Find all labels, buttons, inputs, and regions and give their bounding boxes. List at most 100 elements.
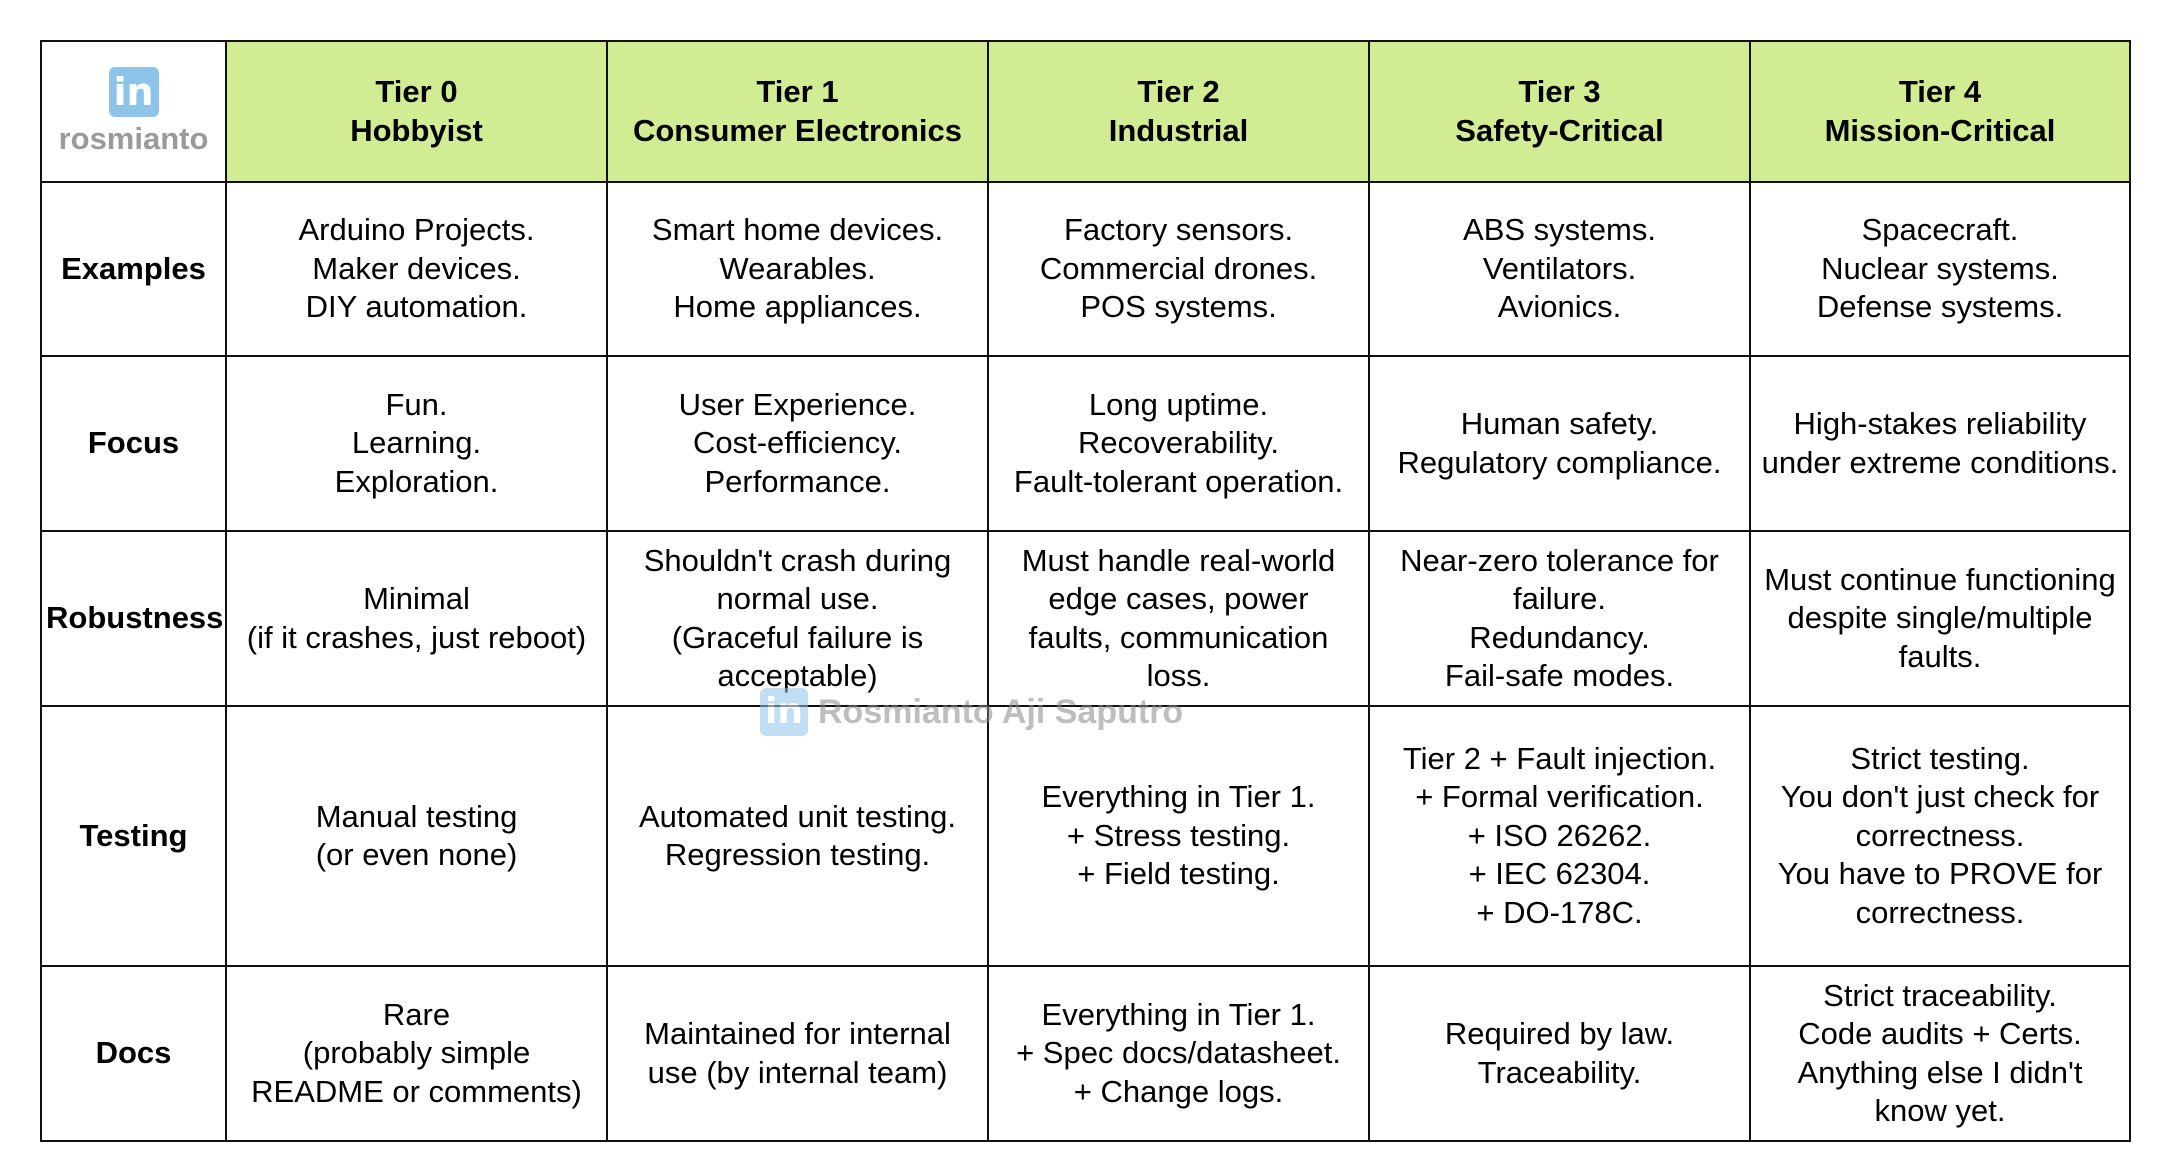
cell-line: Required by law. [1444,1016,1675,1051]
cell-line: Must continue functioning [1764,561,2116,597]
cell-line: under extreme conditions. [1761,444,2119,480]
cell-line: (if it crashes, just reboot) [246,619,587,655]
cell-line: + DO-178C. [1476,894,1643,930]
cell-line: failure. [1512,581,1607,616]
cell-line: Ventilators. [1482,250,1637,286]
cell-line: normal use. [716,581,879,616]
tier-name: Safety-Critical [1455,112,1664,148]
cell-line: Long uptime. [1088,386,1269,422]
cell-examples-tier-2: Factory sensors. Commercial drones. POS sy… [987,181,1370,357]
cell-line: Learning. [351,425,482,461]
tier-comparison-table: in rosmianto Tier 0 Hobbyist Tier 1 Consum… [40,40,2131,1142]
cell-line: (or even none) [315,837,518,872]
cell-line: Arduino Projects. [298,212,535,248]
tier-number: Tier 1 [756,74,839,109]
cell-robustness-tier-1: Shouldn't crash during normal use. (Gracef… [606,530,989,707]
cell-line: Nuclear systems. [1821,250,2059,286]
row-label: Testing [40,705,227,967]
cell-line: DIY automation. [305,289,528,325]
cell-docs-tier-0: Rare (probably simple README or comments) [225,965,608,1142]
cell-line: despite single/multiple [1787,600,2093,636]
table-row-focus: Focus Fun. Learning. Exploration. User Exper… [40,355,2131,532]
cell-line: README or comments) [251,1073,582,1109]
cell-focus-tier-2: Long uptime. Recoverability. Fault-toleran… [987,355,1370,532]
cell-line: Strict traceability. [1823,977,2057,1013]
cell-docs-tier-1: Maintained for internal use (by internal … [606,965,989,1142]
tier-number: Tier 4 [1898,74,1982,109]
cell-line: + Stress testing. [1066,817,1291,853]
cell-examples-tier-4: Spacecraft. Nuclear systems. Defense syste… [1749,181,2131,357]
cell-focus-tier-1: User Experience. Cost-efficiency. Performa… [606,355,989,532]
tier-name: Mission-Critical [1824,112,2056,148]
cell-line: Code audits + Certs. [1798,1016,2082,1051]
row-label: Robustness [40,530,227,707]
cell-testing-tier-3: Tier 2 + Fault injection. + Formal verifi… [1368,705,1751,967]
table-body: in rosmianto Tier 0 Hobbyist Tier 1 Consum… [40,40,2131,1142]
cell-examples-tier-1: Smart home devices. Wearables. Home applia… [606,181,989,357]
cell-focus-tier-0: Fun. Learning. Exploration. [225,355,608,532]
cell-line: use (by internal team) [647,1054,948,1090]
cell-line: Traceability. [1477,1054,1642,1090]
cell-line: + ISO 26262. [1467,817,1652,853]
cell-line: (Graceful failure is [671,619,924,655]
cell-line: loss. [1146,658,1211,693]
cell-focus-tier-3: Human safety. Regulatory compliance. [1368,355,1751,532]
cell-line: Spacecraft. [1861,212,2019,248]
cell-line: Commercial drones. [1039,250,1318,286]
cell-line: Regression testing. [664,837,931,872]
cell-line: Everything in Tier 1. [1041,779,1316,815]
cell-docs-tier-3: Required by law. Traceability. [1368,965,1751,1142]
cell-testing-tier-4: Strict testing. You don't just check for c… [1749,705,2131,967]
header-row: in rosmianto Tier 0 Hobbyist Tier 1 Consum… [40,40,2131,183]
cell-line: Everything in Tier 1. [1041,996,1316,1032]
cell-testing-tier-0: Manual testing (or even none) [225,705,608,967]
cell-line: correctness. [1855,894,2025,930]
tier-header-0: Tier 0 Hobbyist [225,40,608,183]
cell-examples-tier-0: Arduino Projects. Maker devices. DIY autom… [225,181,608,357]
row-label: Focus [40,355,227,532]
table-row-testing: Testing Manual testing (or even none) Autom… [40,705,2131,967]
cell-robustness-tier-2: Must handle real-world edge cases, power f… [987,530,1370,707]
cell-line: + Spec docs/datasheet. [1016,1035,1341,1071]
linkedin-icon: in [108,66,159,117]
cell-line: User Experience. [678,386,917,422]
cell-line: Recoverability. [1077,425,1279,461]
table-row-robustness: Robustness Minimal (if it crashes, just re… [40,530,2131,707]
table-row-docs: Docs Rare (probably simple README or commen… [40,965,2131,1142]
tier-number: Tier 3 [1518,74,1601,109]
logo-cell: in rosmianto [40,40,227,183]
tier-header-3: Tier 3 Safety-Critical [1368,40,1751,183]
cell-line: Fail-safe modes. [1444,658,1675,693]
tier-number: Tier 0 [375,74,458,109]
cell-line: + Formal verification. [1415,779,1704,815]
cell-line: Fault-tolerant operation. [1013,463,1344,499]
tier-header-4: Tier 4 Mission-Critical [1749,40,2131,183]
tier-name: Hobbyist [350,112,483,148]
cell-line: Shouldn't crash during [643,542,952,578]
cell-line: Tier 2 + Fault injection. [1402,740,1717,776]
cell-line: Exploration. [334,463,499,499]
cell-line: Redundancy. [1469,619,1650,655]
cell-line: Performance. [704,463,891,499]
cell-testing-tier-1: Automated unit testing. Regression testin… [606,705,989,967]
cell-line: Rare [382,996,451,1032]
cell-line: Minimal [363,581,470,616]
cell-robustness-tier-4: Must continue functioning despite single/… [1749,530,2131,707]
cell-testing-tier-2: Everything in Tier 1. + Stress testing. + … [987,705,1370,967]
cell-line: You don't just check for [1780,779,2100,815]
cell-line: Smart home devices. [651,212,944,248]
cell-line: + Change logs. [1073,1073,1284,1109]
cell-line: Fun. [385,386,448,422]
brand-logo: in rosmianto [42,66,225,157]
cell-line: Avionics. [1497,289,1622,325]
cell-line: You have to PROVE for [1777,856,2103,892]
cell-line: correctness. [1855,817,2025,853]
cell-docs-tier-4: Strict traceability. Code audits + Certs.… [1749,965,2131,1142]
cell-line: Cost-efficiency. [692,425,903,461]
cell-focus-tier-4: High-stakes reliability under extreme con… [1749,355,2131,532]
cell-line: Anything else I didn't [1797,1054,2083,1090]
cell-line: (probably simple [302,1035,531,1071]
tier-name: Consumer Electronics [632,112,963,148]
cell-line: Regulatory compliance. [1397,444,1722,480]
cell-line: Strict testing. [1850,740,2030,776]
